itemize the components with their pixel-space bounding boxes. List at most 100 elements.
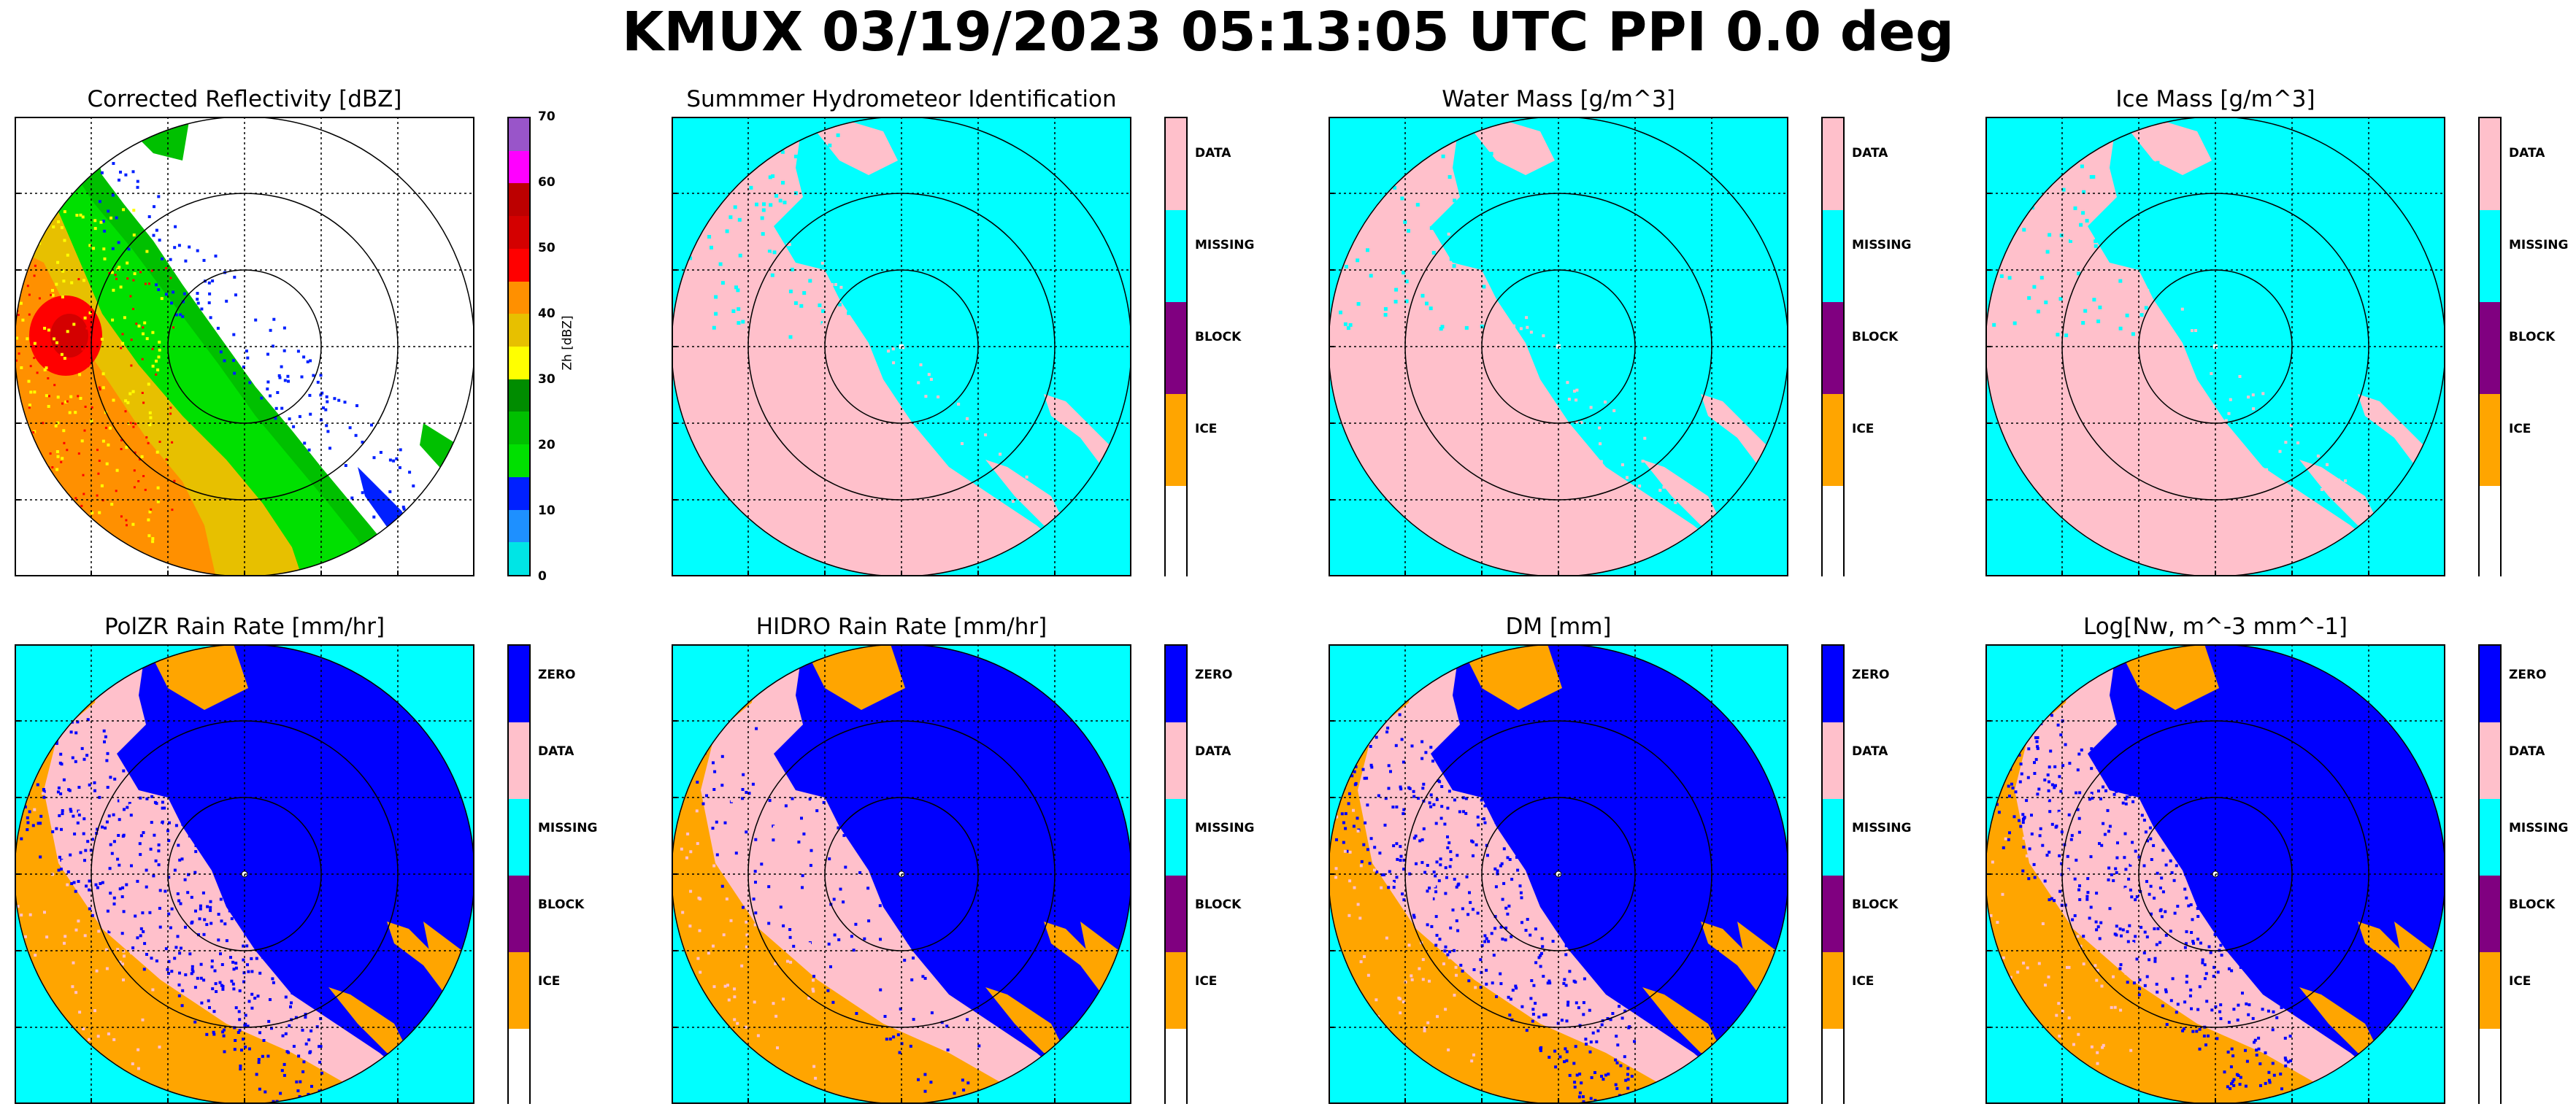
colorbar-segment bbox=[1823, 799, 1843, 876]
colorbar-bin bbox=[509, 347, 529, 379]
colorbar-segment bbox=[1823, 646, 1843, 722]
colorbar-bin bbox=[509, 509, 529, 543]
colorbar-label: DATA bbox=[1852, 744, 1888, 759]
radar-plot bbox=[15, 117, 474, 576]
colorbar-segment bbox=[1166, 722, 1186, 799]
colorbar-segment bbox=[1166, 394, 1186, 486]
colorbar-segment bbox=[1166, 302, 1186, 394]
panel-title: Water Mass [g/m^3] bbox=[1442, 86, 1675, 112]
colorbar-label: MISSING bbox=[538, 821, 598, 835]
colorbar-axis-label: Zh [dBZ] bbox=[560, 315, 575, 371]
colorbar-label: ZERO bbox=[1195, 668, 1233, 682]
colorbar-segment bbox=[2480, 876, 2500, 952]
panel-title: PolZR Rain Rate [mm/hr] bbox=[104, 614, 385, 640]
colorbar-segment bbox=[1823, 722, 1843, 799]
colorbar-segment bbox=[1166, 952, 1186, 1029]
radar-ppi-image bbox=[672, 644, 1131, 1104]
colorbar-label: DATA bbox=[1852, 146, 1888, 161]
colorbar-tick-label: 70 bbox=[538, 109, 555, 124]
colorbar-segment bbox=[509, 876, 529, 952]
radar-plot bbox=[672, 644, 1131, 1104]
colorbar-segment bbox=[2480, 394, 2500, 486]
colorbar-segment bbox=[1823, 210, 1843, 302]
colorbar-label: BLOCK bbox=[2509, 897, 2556, 912]
radar-ppi-image bbox=[15, 644, 474, 1104]
colorbar-segment bbox=[2480, 302, 2500, 394]
panel-title: Summmer Hydrometeor Identification bbox=[686, 86, 1117, 112]
colorbar-tick-label: 20 bbox=[538, 438, 555, 452]
colorbar-label: MISSING bbox=[2509, 821, 2569, 835]
colorbar-segment bbox=[1823, 302, 1843, 394]
colorbar-label: DATA bbox=[2509, 744, 2545, 759]
colorbar-label: ICE bbox=[538, 974, 561, 989]
colorbar-label: ICE bbox=[1852, 974, 1875, 989]
colorbar-bin bbox=[509, 150, 529, 184]
colorbar-segment bbox=[1823, 394, 1843, 486]
panel-title: Corrected Reflectivity [dBZ] bbox=[87, 86, 402, 112]
colorbar-segment bbox=[2480, 486, 2500, 578]
colorbar-segment bbox=[1823, 1029, 1843, 1105]
colorbar-label: BLOCK bbox=[1852, 897, 1899, 912]
colorbar-segment bbox=[2480, 210, 2500, 302]
colorbar-segment bbox=[1823, 118, 1843, 210]
colorbar-segment bbox=[2480, 646, 2500, 722]
colorbar bbox=[2478, 644, 2502, 1105]
colorbar-label: BLOCK bbox=[2509, 330, 2556, 345]
colorbar bbox=[1821, 117, 1845, 578]
radar-ppi-image bbox=[1329, 644, 1788, 1104]
colorbar-bin bbox=[509, 183, 529, 217]
colorbar-bin bbox=[509, 444, 529, 477]
colorbar-bin bbox=[509, 412, 529, 445]
colorbar-label: DATA bbox=[1195, 744, 1231, 759]
radar-ppi-image bbox=[672, 117, 1131, 576]
colorbar-tick-label: 60 bbox=[538, 175, 555, 190]
colorbar-segment bbox=[2480, 799, 2500, 876]
colorbar-segment bbox=[509, 722, 529, 799]
colorbar bbox=[2478, 117, 2502, 578]
colorbar-segment bbox=[1166, 799, 1186, 876]
colorbar-label: ICE bbox=[1195, 974, 1218, 989]
colorbar-bin bbox=[509, 248, 529, 282]
colorbar bbox=[1164, 644, 1188, 1105]
colorbar-segment bbox=[1166, 486, 1186, 578]
colorbar-segment bbox=[2480, 1029, 2500, 1105]
colorbar-bin bbox=[509, 542, 529, 575]
colorbar-segment bbox=[2480, 722, 2500, 799]
colorbar-label: ICE bbox=[2509, 974, 2531, 989]
colorbar bbox=[507, 117, 531, 576]
colorbar-label: ICE bbox=[1195, 422, 1218, 437]
colorbar-bin bbox=[509, 379, 529, 412]
colorbar-label: ZERO bbox=[1852, 668, 1890, 682]
colorbar-label: BLOCK bbox=[1852, 330, 1899, 345]
colorbar-segment bbox=[1166, 1029, 1186, 1105]
panel-title: Ice Mass [g/m^3] bbox=[2115, 86, 2315, 112]
colorbar-label: MISSING bbox=[1195, 238, 1255, 253]
colorbar-label: BLOCK bbox=[1195, 897, 1242, 912]
radar-plot bbox=[15, 644, 474, 1104]
colorbar-label: DATA bbox=[538, 744, 574, 759]
colorbar-tick-label: 10 bbox=[538, 503, 555, 518]
figure-title: KMUX 03/19/2023 05:13:05 UTC PPI 0.0 deg bbox=[622, 1, 1954, 63]
colorbar bbox=[1821, 644, 1845, 1105]
colorbar-segment bbox=[509, 799, 529, 876]
colorbar-label: BLOCK bbox=[1195, 330, 1242, 345]
colorbar-bin bbox=[509, 476, 529, 510]
colorbar-segment bbox=[1823, 952, 1843, 1029]
colorbar-label: ICE bbox=[1852, 422, 1875, 437]
radar-ppi-image bbox=[15, 117, 474, 576]
radar-ppi-image bbox=[1985, 644, 2445, 1104]
colorbar-tick-label: 50 bbox=[538, 241, 555, 255]
colorbar-segment bbox=[1166, 118, 1186, 210]
radar-plot bbox=[1329, 117, 1788, 576]
colorbar-label: BLOCK bbox=[538, 897, 585, 912]
colorbar-bin bbox=[509, 281, 529, 314]
colorbar-label: MISSING bbox=[2509, 238, 2569, 253]
radar-plot bbox=[1985, 644, 2445, 1104]
colorbar-segment bbox=[1166, 210, 1186, 302]
radar-plot bbox=[672, 117, 1131, 576]
panel-title: Log[Nw, m^-3 mm^-1] bbox=[2083, 614, 2348, 640]
colorbar-tick-label: 30 bbox=[538, 372, 555, 387]
colorbar-label: ICE bbox=[2509, 422, 2531, 437]
colorbar bbox=[1164, 117, 1188, 578]
panel-title: DM [mm] bbox=[1505, 614, 1612, 640]
